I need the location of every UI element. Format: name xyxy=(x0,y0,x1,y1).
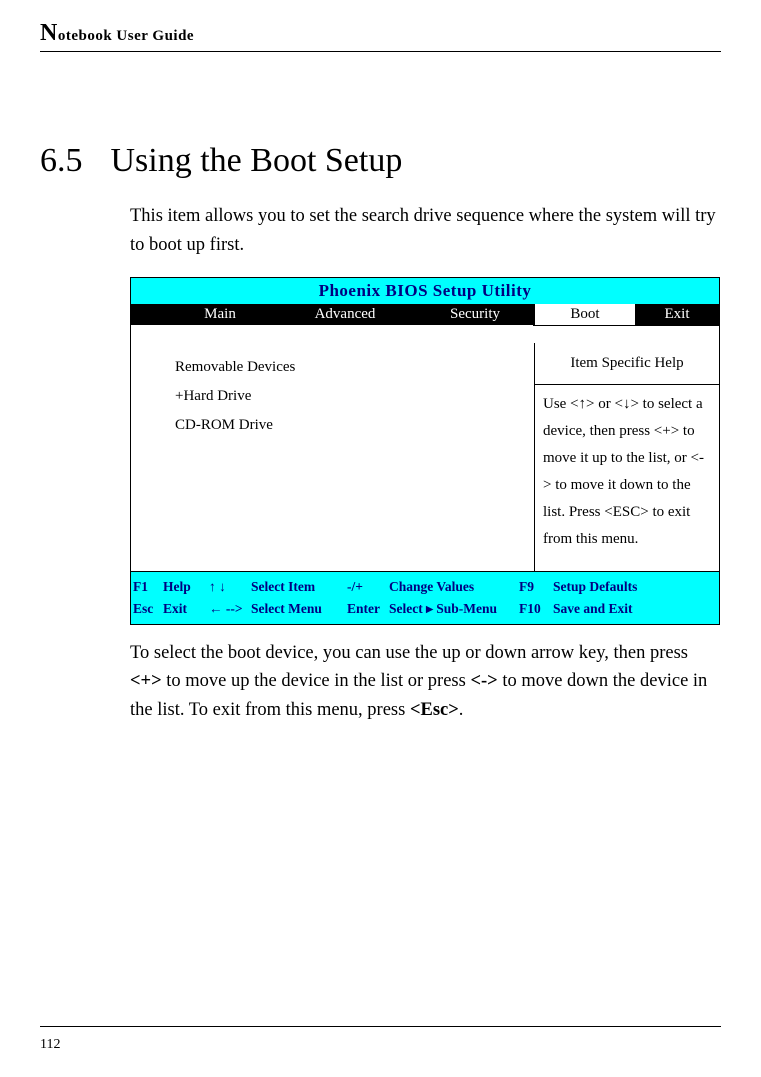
footer-key: F1 xyxy=(133,576,159,598)
boot-order-list: Removable Devices +Hard Drive CD-ROM Dri… xyxy=(131,343,534,571)
bios-body: Removable Devices +Hard Drive CD-ROM Dri… xyxy=(130,343,720,572)
page-number: 112 xyxy=(40,1037,60,1053)
help-panel: Item Specific Help Use <↑> or <↓> to sel… xyxy=(534,343,719,571)
footer-label: Save and Exit xyxy=(553,598,717,620)
header-big-n: N xyxy=(40,20,58,46)
footer-key: Enter xyxy=(347,598,385,620)
help-title: Item Specific Help xyxy=(535,343,719,385)
footer-key: Esc xyxy=(133,598,159,620)
section-heading: 6.5 Using the Boot Setup xyxy=(40,142,721,180)
closing-text: . xyxy=(459,700,464,720)
footer-label: Help xyxy=(163,576,205,598)
tab-spacer xyxy=(131,304,165,325)
bios-footer: F1 Esc Help Exit ↑ ↓ ← --> Select Item S… xyxy=(130,572,720,624)
footer-label: Select Menu xyxy=(251,598,343,620)
footer-key: F10 xyxy=(519,598,549,620)
footer-key: ↑ ↓ xyxy=(209,576,247,598)
footer-label: Exit xyxy=(163,598,205,620)
footer-labels-2: Select Item Select Menu xyxy=(249,572,345,623)
key-plus: <+> xyxy=(130,671,162,691)
bios-spacer xyxy=(130,325,720,343)
list-item[interactable]: CD-ROM Drive xyxy=(175,411,524,440)
header-rest: otebook User Guide xyxy=(58,28,194,44)
footer-keys-4: F9 F10 xyxy=(517,572,551,623)
footer-keys-3: -/+ Enter xyxy=(345,572,387,623)
tab-boot[interactable]: Boot xyxy=(535,304,635,325)
closing-text: To select the boot device, you can use t… xyxy=(130,643,688,663)
key-esc: <Esc> xyxy=(410,700,459,720)
running-header: Notebook User Guide xyxy=(40,20,721,52)
section-number: 6.5 xyxy=(40,142,83,180)
footer-labels-4: Setup Defaults Save and Exit xyxy=(551,572,719,623)
intro-paragraph: This item allows you to set the search d… xyxy=(130,202,720,259)
footer-keys-2: ↑ ↓ ← --> xyxy=(207,572,249,623)
bios-tabs: Main Advanced Security Boot Exit xyxy=(130,304,720,325)
bios-utility-figure: Phoenix BIOS Setup Utility Main Advanced… xyxy=(130,277,720,624)
section-title: Using the Boot Setup xyxy=(111,142,403,180)
tab-main[interactable]: Main xyxy=(165,304,275,325)
closing-text: to move up the device in the list or pre… xyxy=(162,671,471,691)
tab-exit[interactable]: Exit xyxy=(635,304,719,325)
bios-title: Phoenix BIOS Setup Utility xyxy=(130,277,720,304)
closing-paragraph: To select the boot device, you can use t… xyxy=(130,639,720,725)
footer-labels-1: Help Exit xyxy=(161,572,207,623)
footer-label: Select Item xyxy=(251,576,343,598)
list-item[interactable]: +Hard Drive xyxy=(175,382,524,411)
footer-key: -/+ xyxy=(347,576,385,598)
footer-keys-1: F1 Esc xyxy=(131,572,161,623)
footer-key: F9 xyxy=(519,576,549,598)
key-minus: <-> xyxy=(470,671,497,691)
list-item[interactable]: Removable Devices xyxy=(175,353,524,382)
footer-key: ← --> xyxy=(209,598,247,620)
help-text: Use <↑> or <↓> to select a device, then … xyxy=(535,385,719,571)
footer-label: Setup Defaults xyxy=(553,576,717,598)
footer-labels-3: Change Values Select ▸ Sub-Menu xyxy=(387,572,517,623)
footer-rule xyxy=(40,1026,721,1027)
footer-label: Select ▸ Sub-Menu xyxy=(389,598,515,620)
tab-advanced[interactable]: Advanced xyxy=(275,304,415,325)
tab-security[interactable]: Security xyxy=(415,304,535,325)
footer-label: Change Values xyxy=(389,576,515,598)
